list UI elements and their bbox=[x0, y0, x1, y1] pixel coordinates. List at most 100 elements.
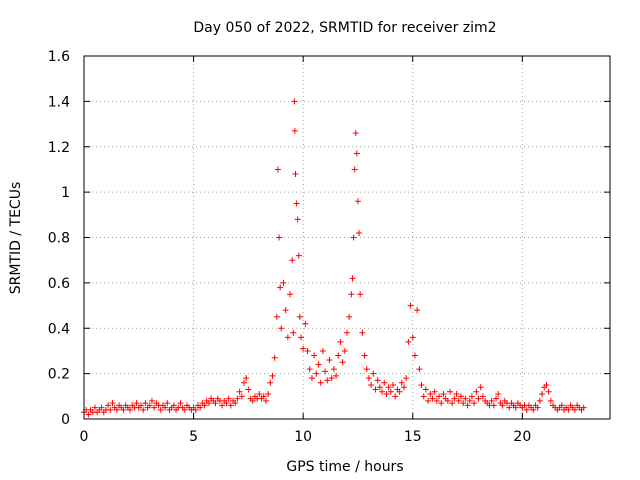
data-point-marker bbox=[409, 334, 416, 341]
y-tick-label: 0.8 bbox=[48, 231, 70, 247]
data-point-marker bbox=[530, 406, 537, 413]
data-point-marker bbox=[418, 381, 425, 388]
data-point-marker bbox=[349, 275, 356, 282]
data-point-marker bbox=[223, 400, 230, 407]
data-point-marker bbox=[462, 395, 469, 402]
data-point-marker bbox=[420, 393, 427, 400]
data-point-marker bbox=[333, 372, 340, 379]
data-point-marker bbox=[348, 291, 355, 298]
data-point-marker bbox=[317, 379, 324, 386]
data-point-marker bbox=[451, 395, 458, 402]
data-point-marker bbox=[365, 375, 372, 382]
data-point-marker bbox=[490, 402, 497, 409]
data-point-marker bbox=[212, 400, 219, 407]
data-point-marker bbox=[547, 397, 554, 404]
data-point-marker bbox=[370, 370, 377, 377]
data-point-marker bbox=[363, 366, 370, 373]
data-point-marker bbox=[479, 393, 486, 400]
data-point-marker bbox=[374, 377, 381, 384]
data-point-marker bbox=[192, 406, 199, 413]
data-point-marker bbox=[249, 397, 256, 404]
data-point-marker bbox=[227, 402, 234, 409]
data-point-marker bbox=[328, 375, 335, 382]
data-point-marker bbox=[475, 395, 482, 402]
data-point-marker bbox=[341, 347, 348, 354]
chart-title: Day 050 of 2022, SRMTID for receiver zim… bbox=[193, 20, 496, 36]
y-tick-label: 0.2 bbox=[48, 367, 70, 383]
data-point-marker bbox=[455, 397, 462, 404]
x-axis-ticks: 0 5 10 15 20 bbox=[80, 56, 531, 445]
data-point-marker bbox=[311, 352, 318, 359]
data-point-marker bbox=[396, 388, 403, 395]
data-point-marker bbox=[499, 402, 506, 409]
data-point-marker bbox=[292, 170, 299, 177]
data-point-marker bbox=[265, 391, 272, 398]
data-point-marker bbox=[304, 347, 311, 354]
y-tick-label: 1 bbox=[61, 185, 70, 201]
data-point-marker bbox=[277, 284, 284, 291]
data-point-marker bbox=[457, 393, 464, 400]
data-point-marker bbox=[148, 397, 155, 404]
data-point-marker bbox=[449, 400, 456, 407]
data-point-marker bbox=[495, 391, 502, 398]
data-point-marker bbox=[225, 395, 232, 402]
data-point-marker bbox=[201, 402, 208, 409]
x-tick-label: 0 bbox=[80, 429, 89, 445]
data-point-marker bbox=[464, 402, 471, 409]
data-point-marker bbox=[181, 406, 188, 413]
data-point-marker bbox=[295, 252, 302, 259]
data-point-marker bbox=[282, 307, 289, 314]
data-point-marker bbox=[416, 366, 423, 373]
data-point-marker bbox=[488, 397, 495, 404]
data-point-marker bbox=[308, 375, 315, 382]
data-point-marker bbox=[565, 406, 572, 413]
data-point-marker bbox=[403, 375, 410, 382]
data-point-marker bbox=[205, 400, 212, 407]
data-point-marker bbox=[289, 257, 296, 264]
data-point-marker bbox=[243, 375, 250, 382]
data-point-marker bbox=[405, 338, 412, 345]
data-point-marker bbox=[296, 313, 303, 320]
data-point-marker bbox=[262, 397, 269, 404]
data-point-marker bbox=[337, 338, 344, 345]
data-point-marker bbox=[429, 395, 436, 402]
data-point-marker bbox=[354, 198, 361, 205]
data-point-marker bbox=[240, 379, 247, 386]
data-point-marker bbox=[326, 357, 333, 364]
data-point-marker bbox=[232, 400, 239, 407]
data-point-marker bbox=[133, 400, 140, 407]
data-point-marker bbox=[140, 406, 147, 413]
data-point-marker bbox=[433, 397, 440, 404]
data-point-marker bbox=[105, 402, 112, 409]
data-point-marker bbox=[294, 216, 301, 223]
y-tick-label: 0.4 bbox=[48, 321, 70, 337]
data-point-marker bbox=[276, 234, 283, 241]
data-point-marker bbox=[453, 391, 460, 398]
data-point-marker bbox=[300, 345, 307, 352]
x-axis-label: GPS time / hours bbox=[286, 459, 403, 475]
data-point-marker bbox=[234, 395, 241, 402]
data-point-marker bbox=[357, 291, 364, 298]
y-tick-label: 1.4 bbox=[48, 94, 70, 110]
data-point-marker bbox=[146, 402, 153, 409]
data-point-marker bbox=[512, 404, 519, 411]
data-point-marker bbox=[477, 384, 484, 391]
data-point-marker bbox=[271, 354, 278, 361]
data-point-marker bbox=[162, 404, 169, 411]
data-point-marker bbox=[580, 404, 587, 411]
data-point-marker bbox=[306, 366, 313, 373]
data-point-marker bbox=[353, 150, 360, 157]
data-point-marker bbox=[351, 166, 358, 173]
data-point-marker bbox=[506, 404, 513, 411]
data-point-marker bbox=[330, 366, 337, 373]
data-point-marker bbox=[368, 381, 375, 388]
data-point-marker bbox=[219, 402, 226, 409]
y-tick-label: 0.6 bbox=[48, 276, 70, 292]
data-point-marker bbox=[571, 406, 578, 413]
data-point-marker bbox=[238, 393, 245, 400]
y-tick-label: 0 bbox=[61, 412, 70, 428]
data-point-marker bbox=[290, 329, 297, 336]
data-point-marker bbox=[392, 393, 399, 400]
data-points bbox=[81, 98, 587, 418]
data-point-marker bbox=[344, 329, 350, 336]
